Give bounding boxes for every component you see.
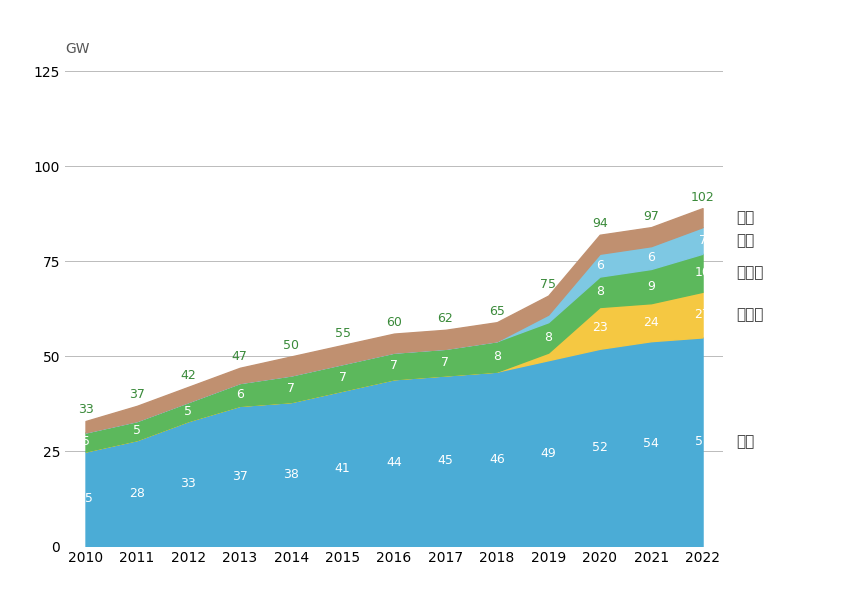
Text: 8: 8: [596, 285, 604, 298]
Text: 7: 7: [442, 356, 449, 369]
Text: 6: 6: [236, 388, 243, 401]
Text: 44: 44: [386, 456, 402, 469]
Text: 42: 42: [180, 369, 197, 383]
Text: 52: 52: [591, 441, 608, 454]
Text: 75: 75: [540, 278, 556, 291]
Text: 5: 5: [184, 405, 192, 418]
Text: 23: 23: [591, 321, 608, 334]
Text: 9: 9: [647, 280, 655, 293]
Text: 65: 65: [489, 305, 505, 318]
Text: 5: 5: [81, 435, 89, 448]
Text: 33: 33: [78, 403, 94, 416]
Text: 7: 7: [288, 382, 295, 395]
Text: 太陽光: 太陽光: [736, 307, 764, 322]
Text: 7: 7: [390, 359, 398, 372]
Text: 27: 27: [695, 308, 710, 321]
Text: 5: 5: [133, 424, 141, 437]
Text: 28: 28: [129, 486, 145, 500]
Text: 94: 94: [591, 217, 608, 230]
Text: 6: 6: [647, 251, 655, 264]
Text: 6: 6: [596, 258, 604, 271]
Text: 24: 24: [643, 315, 659, 328]
Text: 25: 25: [78, 492, 94, 505]
Text: 47: 47: [232, 350, 248, 364]
Text: 46: 46: [489, 453, 505, 466]
Text: 8: 8: [493, 350, 501, 363]
Text: 62: 62: [437, 312, 453, 326]
Text: 54: 54: [643, 437, 659, 450]
Text: 33: 33: [180, 477, 197, 490]
Text: 水力: 水力: [736, 434, 754, 450]
Text: 60: 60: [386, 316, 402, 329]
Text: 49: 49: [540, 447, 556, 460]
Text: バイオ: バイオ: [736, 266, 764, 280]
Text: 37: 37: [129, 388, 145, 402]
Text: 37: 37: [232, 470, 248, 483]
Text: 97: 97: [643, 210, 659, 223]
Text: 8: 8: [545, 331, 553, 344]
Text: 10: 10: [695, 266, 710, 279]
Text: 55: 55: [695, 435, 710, 448]
Text: 38: 38: [283, 467, 299, 481]
Text: 102: 102: [691, 191, 714, 204]
Text: 55: 55: [334, 327, 351, 340]
Text: 7: 7: [699, 234, 707, 247]
Text: 50: 50: [283, 339, 299, 352]
Text: 風力: 風力: [736, 233, 754, 248]
Text: 41: 41: [335, 462, 351, 475]
Text: 地熱: 地熱: [736, 210, 754, 225]
Text: GW: GW: [65, 42, 89, 56]
Text: 45: 45: [437, 454, 454, 467]
Text: 7: 7: [339, 371, 346, 384]
